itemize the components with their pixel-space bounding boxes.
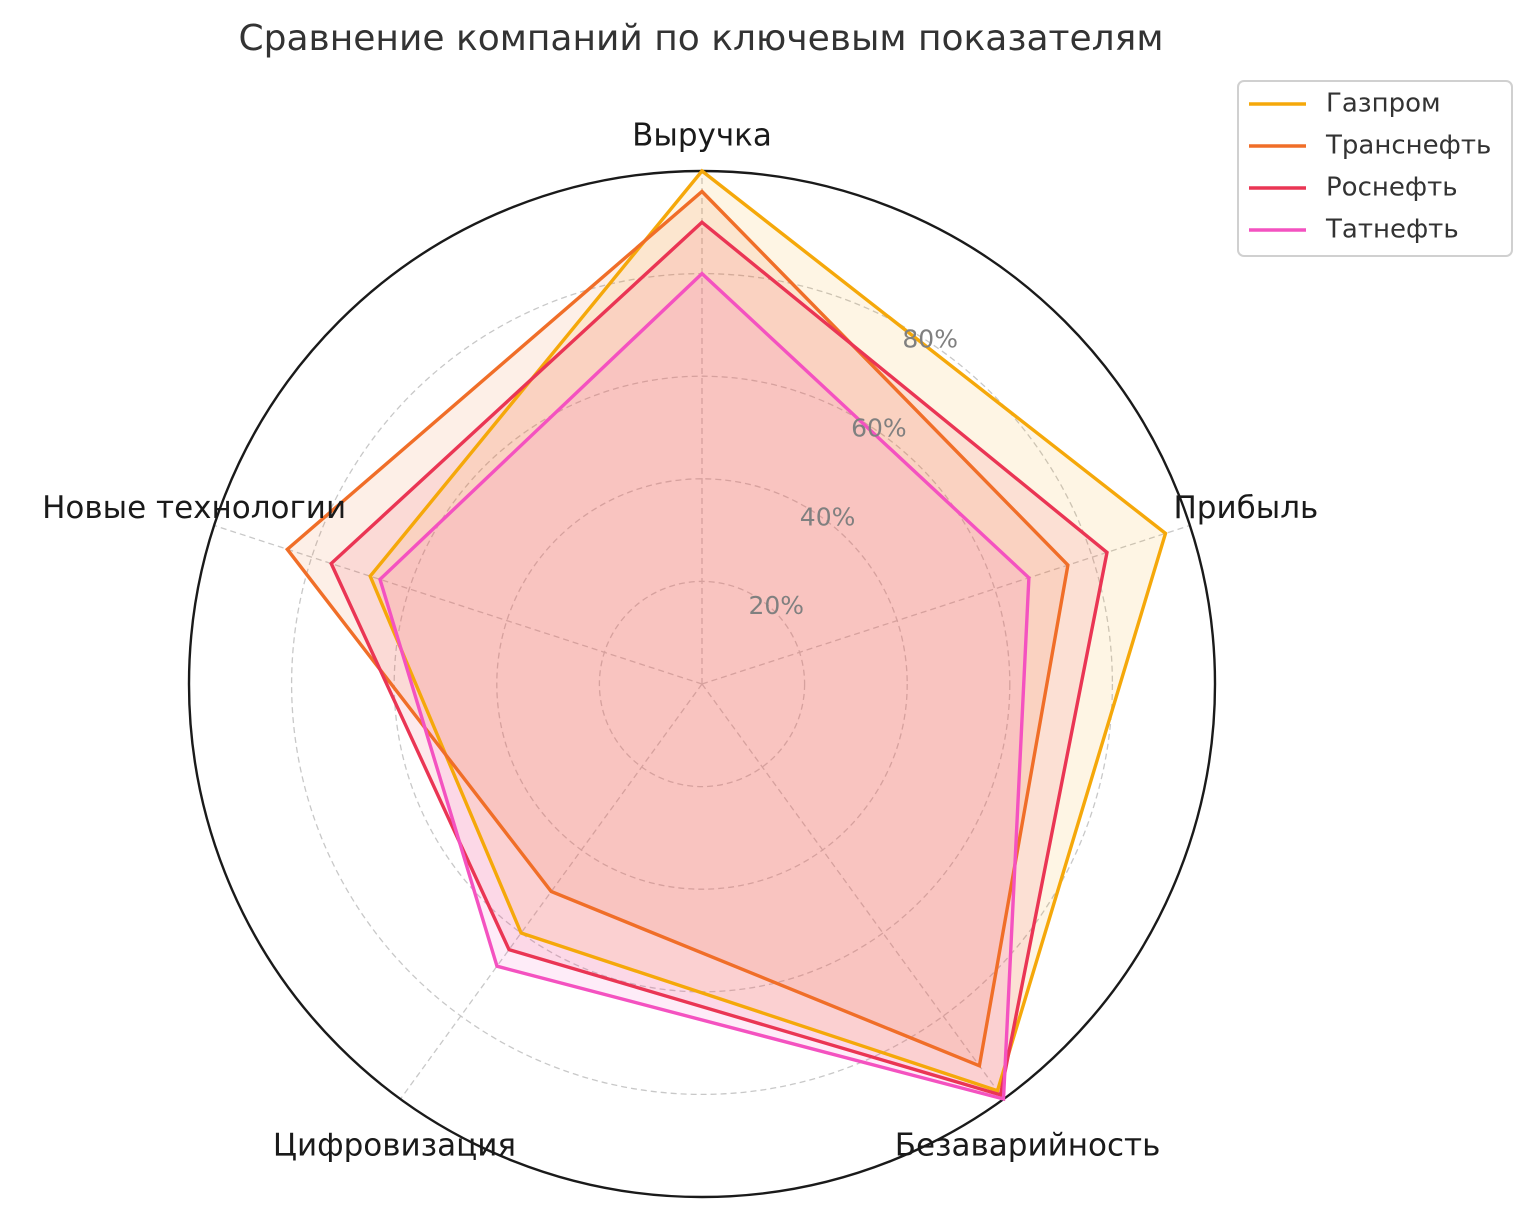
series-fill-3 [380,273,1029,1100]
legend-label-0: Газпром [1326,89,1441,119]
r-tick-label-2: 60% [851,413,907,442]
series-fill-1 [287,191,1068,1066]
legend-box [1237,80,1513,257]
axis-label-4: Новые технологии [42,490,346,526]
legend-label-2: Роснефть [1326,173,1458,203]
axis-label-1: Прибыль [1173,490,1318,526]
axis-spoke-3 [399,683,703,1100]
r-tick-label-3: 80% [902,325,958,354]
legend-label-1: Транснефть [1325,131,1491,161]
series-line-0 [368,168,1168,1093]
r-tick-labels: 20% 40% 60% 80% [749,325,958,621]
series-fills [287,171,1166,1100]
grid-ring-1 [496,478,908,890]
axis-spoke-2 [701,683,1005,1100]
axis-label-0: Выручка [632,118,772,154]
r-tick-label-0: 20% [749,591,805,620]
series-lines [284,168,1168,1102]
legend-label-3: Татнефть [1325,215,1459,245]
series-line-2 [329,220,1109,1098]
chart-title: Сравнение компаний по ключевым показател… [238,18,1163,59]
axis-spoke-1 [701,524,1191,685]
r-tick-label-1: 40% [800,502,856,531]
axis-label-2: Безаварийность [895,1128,1161,1164]
axis-spoke-4 [213,524,703,685]
series-line-1 [284,189,1070,1069]
series-line-3 [378,271,1031,1102]
axis-labels: Выручка Прибыль Безаварийность Цифровизация… [42,118,1318,1164]
legend: Газпром Транснефть Роснефть Татнефть [1237,80,1513,257]
axis-label-3: Цифровизация [273,1128,516,1164]
